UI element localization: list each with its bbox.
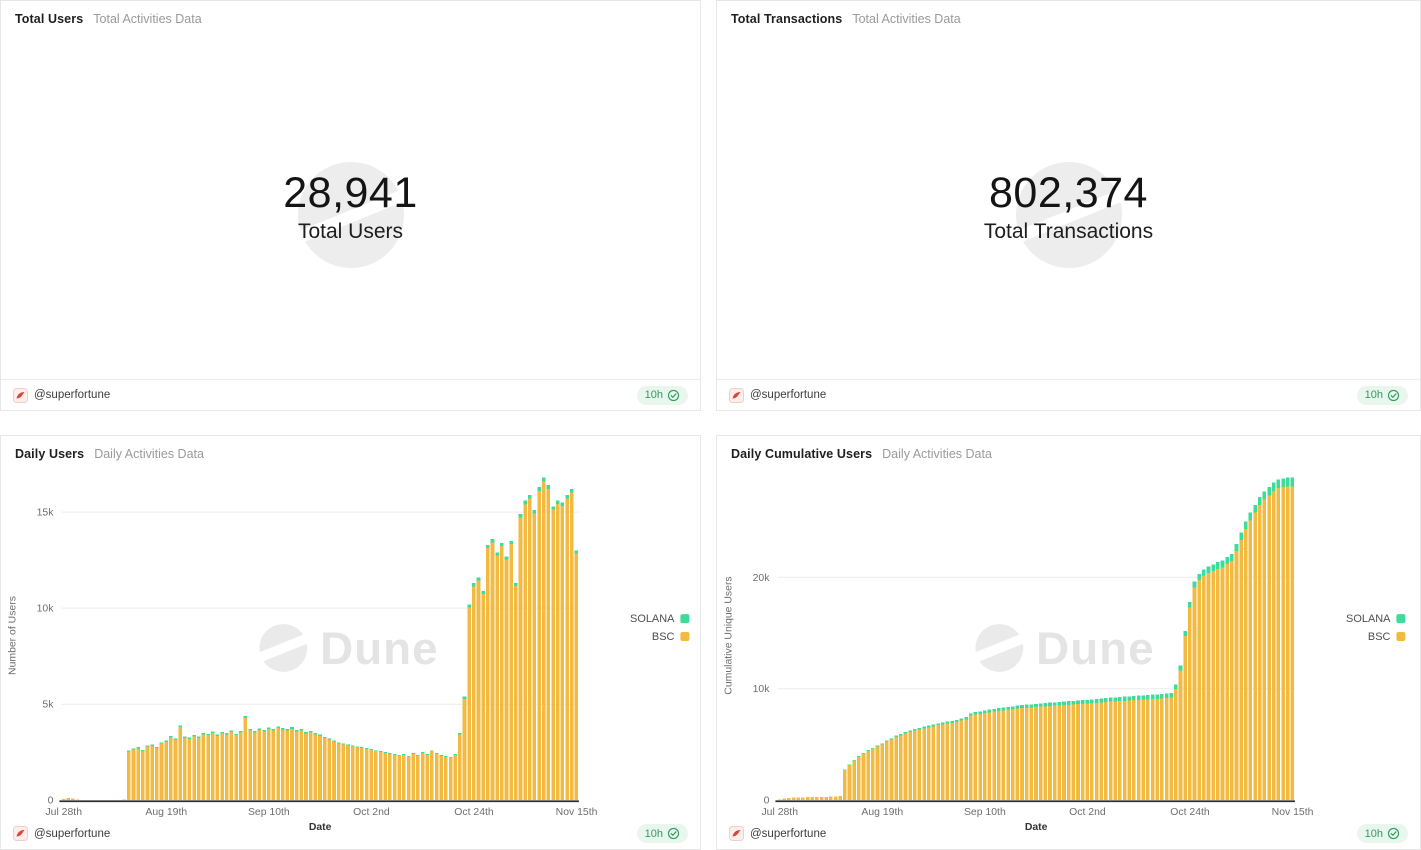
check-circle-icon [667,389,680,401]
svg-text:Dune: Dune [320,623,438,674]
x-tick-label: Aug 19th [145,807,187,818]
author-link[interactable]: @superfortune [729,826,826,841]
panel-footer: @superfortune 10h [1,818,700,849]
refresh-age: 10h [1364,389,1383,401]
counter-value: 802,374 [989,168,1148,217]
panel-subtitle: Daily Activities Data [882,447,992,461]
x-tick-label: Oct 2nd [1069,807,1106,818]
author-avatar-icon [729,826,744,841]
x-tick-label: Sep 10th [964,807,1006,818]
panel-footer: @superfortune 10h [717,379,1420,410]
daily-users-chart[interactable]: Dune 0 5k 10k 15k Jul 28th Aug 19th Sep 10th Oct… [1,436,700,849]
legend-item-bsc[interactable]: BSC [652,631,690,643]
refresh-badge[interactable]: 10h [1356,824,1408,843]
y-tick-label: 10k [37,604,55,615]
y-tick-label: 0 [764,796,770,807]
y-axis-title: Cumulative Unique Users [724,576,735,694]
refresh-badge[interactable]: 10h [636,385,688,405]
counter-label: Total Users [297,220,404,244]
counter-label: Total Transactions [983,220,1154,244]
author-avatar-icon [13,826,28,841]
panel-daily-users: Daily Users Daily Activities Data Dune 0 5… [0,435,701,850]
counter-value: 28,941 [283,168,418,217]
panel-subtitle: Total Activities Data [93,12,202,26]
panel-title: Daily Users [15,447,85,461]
panel-title: Total Users [15,12,84,26]
legend-item-solana[interactable]: SOLANA [630,613,690,625]
panel-daily-cumulative-users: Daily Cumulative Users Daily Activities … [716,435,1421,850]
legend-item-bsc[interactable]: BSC [1368,631,1406,643]
panel-header: Total Users Total Activities Data [1,1,700,37]
bars[interactable] [777,477,1295,801]
panel-header: Total Transactions Total Activities Data [717,1,1420,37]
panel-subtitle: Daily Activities Data [94,447,204,461]
y-tick-label: 20k [753,573,771,584]
panel-header: Daily Users Daily Activities Data [1,436,700,472]
y-tick-label: 15k [37,508,55,519]
refresh-age: 10h [644,827,663,840]
author-link[interactable]: @superfortune [13,826,110,841]
x-tick-label: Jul 28th [761,807,798,818]
author-name: @superfortune [750,827,827,840]
svg-text:BSC: BSC [1368,631,1391,643]
panel-footer: @superfortune 10h [717,818,1420,849]
dune-watermark: Dune [253,623,438,674]
svg-text:SOLANA: SOLANA [630,613,675,625]
dune-watermark: Dune [969,623,1154,674]
check-circle-icon [1387,827,1400,840]
x-axis-title: Date [1025,822,1048,833]
panel-total-transactions: Total Transactions Total Activities Data… [716,0,1421,411]
refresh-badge[interactable]: 10h [636,824,688,843]
counter-area: 28,941 Total Users [1,37,700,378]
author-link[interactable]: @superfortune [729,387,827,403]
panel-subtitle: Total Activities Data [852,12,961,26]
svg-text:SOLANA: SOLANA [1346,613,1391,625]
author-name: @superfortune [34,389,111,401]
x-tick-label: Aug 19th [861,807,903,818]
counter: 28,941 Total Users [283,168,418,244]
x-tick-label: Oct 2nd [353,807,390,818]
panel-footer: @superfortune 10h [1,379,700,410]
author-avatar-icon [13,387,28,403]
x-tick-label: Sep 10th [248,807,290,818]
counter-area: 802,374 Total Transactions [717,37,1420,378]
panel-header: Daily Cumulative Users Daily Activities … [717,436,1420,472]
dune-watermark-icon [297,161,404,268]
x-tick-label: Nov 15th [556,807,598,818]
x-tick-label: Oct 24th [1170,807,1210,818]
daily-cumulative-users-chart[interactable]: Dune 0 10k 20k Jul 28th Aug 19th Sep 10th Oct 2… [717,436,1420,849]
author-avatar-icon [729,387,744,403]
counter: 802,374 Total Transactions [983,168,1154,244]
x-axis-title: Date [309,822,332,833]
dune-watermark-icon [1015,161,1122,268]
panel-title: Total Transactions [731,12,843,26]
x-tick-label: Nov 15th [1272,807,1314,818]
refresh-age: 10h [644,389,663,401]
x-tick-label: Oct 24th [454,807,494,818]
author-name: @superfortune [750,389,827,401]
check-circle-icon [1387,389,1400,401]
check-circle-icon [667,827,680,840]
y-tick-label: 10k [753,684,771,695]
svg-text:BSC: BSC [652,631,675,643]
panel-title: Daily Cumulative Users [731,447,873,461]
bars[interactable] [61,477,579,801]
refresh-badge[interactable]: 10h [1356,385,1408,405]
y-tick-label: 0 [48,796,54,807]
y-tick-label: 5k [42,700,54,711]
x-tick-label: Jul 28th [45,807,82,818]
panel-total-users: Total Users Total Activities Data 28,941… [0,0,701,411]
author-link[interactable]: @superfortune [13,387,111,403]
legend-item-solana[interactable]: SOLANA [1346,613,1406,625]
svg-text:Dune: Dune [1036,623,1154,674]
refresh-age: 10h [1364,827,1383,840]
y-axis-title: Number of Users [8,596,19,675]
author-name: @superfortune [34,827,111,840]
